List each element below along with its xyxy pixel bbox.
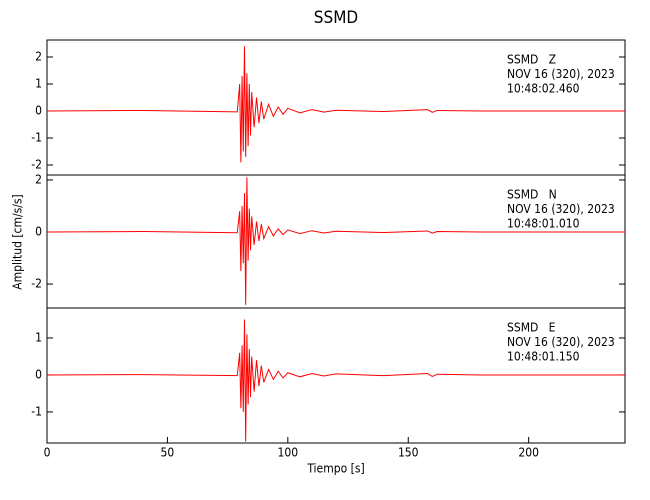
annotation: 10:48:01.150	[507, 350, 580, 364]
x-tick-label: 0	[44, 446, 51, 460]
y-tick-label: 1	[35, 77, 42, 91]
y-tick-label: -1	[31, 404, 42, 418]
annotation: SSMD Z	[507, 53, 556, 67]
y-tick-label: 0	[35, 104, 42, 118]
annotation: SSMD N	[507, 188, 557, 202]
annotation: SSMD E	[507, 321, 556, 335]
annotation: NOV 16 (320), 2023	[507, 335, 615, 349]
waveform	[46, 46, 625, 163]
x-tick-label: 200	[518, 446, 539, 460]
y-tick-label: 0	[35, 367, 42, 381]
waveform	[46, 177, 625, 305]
y-tick-label: 2	[35, 50, 42, 64]
y-tick-label: -2	[31, 277, 42, 291]
annotation: 10:48:02.460	[507, 82, 580, 96]
x-tick-label: 150	[398, 446, 419, 460]
y-axis-label: Amplitud [cm/s/s]	[11, 194, 25, 290]
x-axis-label: Tiempo [s]	[306, 462, 364, 476]
annotation: NOV 16 (320), 2023	[507, 67, 615, 81]
x-tick-label: 50	[161, 446, 175, 460]
y-tick-label: 2	[35, 172, 42, 186]
y-tick-label: 0	[35, 225, 42, 239]
y-tick-label: 1	[35, 330, 42, 344]
chart-title: SSMD	[314, 8, 358, 28]
annotation: 10:48:01.010	[507, 217, 580, 231]
annotation: NOV 16 (320), 2023	[507, 202, 615, 216]
panel-frame	[46, 307, 626, 444]
y-tick-label: -2	[31, 158, 42, 172]
y-tick-label: -1	[31, 131, 42, 145]
waveform	[46, 319, 625, 442]
x-tick-label: 100	[278, 446, 299, 460]
